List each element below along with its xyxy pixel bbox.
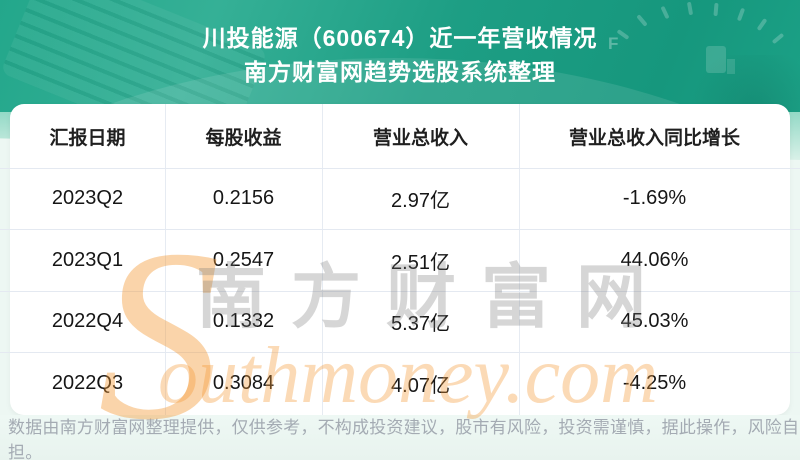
column-header-growth: 营业总收入同比增长 <box>568 127 740 149</box>
column-header-eps: 每股收益 <box>205 127 282 149</box>
cell-growth: 44.06% <box>620 248 689 271</box>
gauge-tick-icon <box>713 2 719 17</box>
row-divider <box>0 291 800 292</box>
cell-eps: 0.1332 <box>212 310 275 332</box>
cell-report-date: 2022Q3 <box>51 372 124 394</box>
header-banner: F 川投能源（600674）近一年营收情况 南方财富网趋势选股系统整理 <box>0 0 800 116</box>
row-divider <box>0 229 800 230</box>
cell-revenue: 4.07亿 <box>391 375 450 397</box>
column-divider <box>322 104 323 415</box>
cell-growth: -1.69% <box>622 187 687 209</box>
cell-eps: 0.3084 <box>212 372 275 394</box>
cell-revenue: 5.37亿 <box>391 313 450 335</box>
row-divider <box>0 352 800 353</box>
column-header-report-date: 汇报日期 <box>49 127 126 149</box>
row-divider <box>0 168 800 169</box>
cell-report-date: 2023Q2 <box>51 187 124 209</box>
gauge-tick-icon <box>660 5 670 20</box>
page-title: 川投能源（600674）近一年营收情况 <box>202 25 598 51</box>
column-divider <box>519 104 520 415</box>
gauge-tick-icon <box>686 1 694 16</box>
cell-report-date: 2023Q1 <box>51 248 124 271</box>
cell-revenue: 2.51亿 <box>391 251 450 274</box>
cell-revenue: 2.97亿 <box>391 190 450 212</box>
fuel-gauge-decoration: F <box>590 0 800 116</box>
disclaimer-bar: 数据由南方财富网整理提供，仅供参考，不构成投资建议，股市有风险，投资需谨慎，据此… <box>0 415 800 460</box>
gauge-f-label: F <box>608 34 619 53</box>
fuel-pump-icon <box>706 46 726 73</box>
gauge-tick-icon <box>736 7 746 22</box>
disclaimer-text: 数据由南方财富网整理提供，仅供参考，不构成投资建议，股市有风险，投资需谨慎，据此… <box>8 417 800 460</box>
column-header-revenue: 营业总收入 <box>372 127 468 149</box>
page-subtitle: 南方财富网趋势选股系统整理 <box>244 59 556 85</box>
cell-eps: 0.2547 <box>212 248 275 271</box>
cell-growth: -4.25% <box>622 372 687 394</box>
cell-report-date: 2022Q4 <box>51 310 124 332</box>
column-divider <box>165 104 166 415</box>
cell-growth: 45.03% <box>620 310 689 332</box>
cell-eps: 0.2156 <box>212 187 275 209</box>
data-table-card: 汇报日期 每股收益 营业总收入 营业总收入同比增长 2023Q2 0.2156 … <box>10 104 790 415</box>
revenue-table: 汇报日期 每股收益 营业总收入 营业总收入同比增长 2023Q2 0.2156 … <box>10 104 790 415</box>
